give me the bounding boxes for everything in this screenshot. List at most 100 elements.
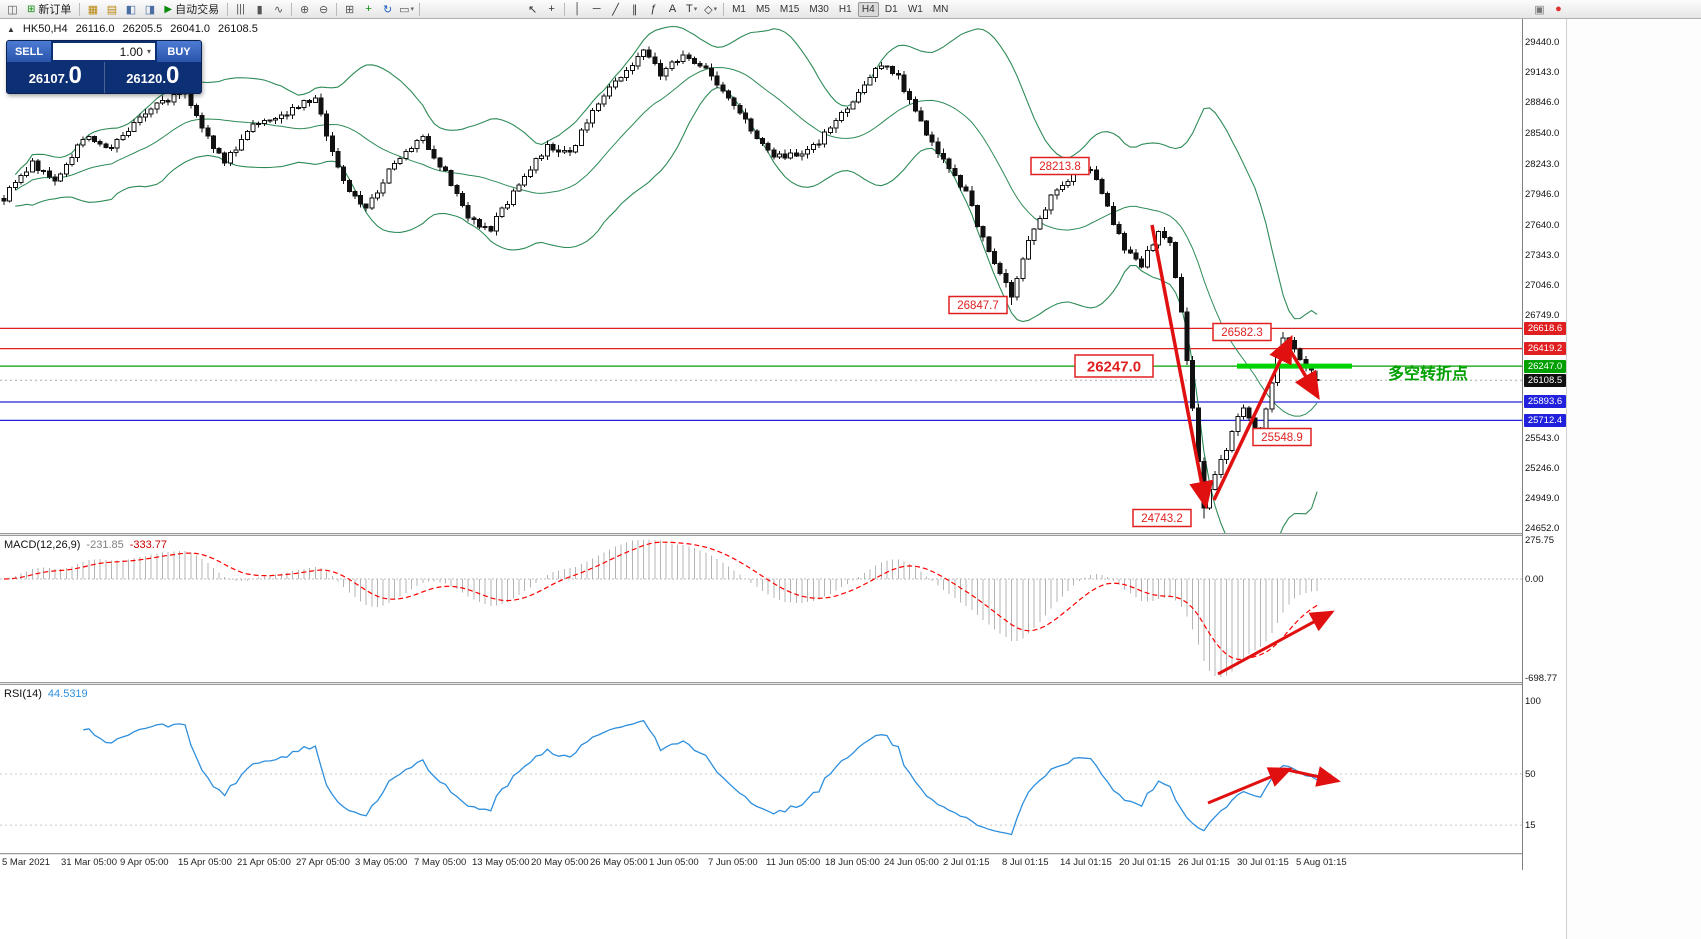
time-axis-label: 24 Jun 05:00 — [884, 857, 939, 868]
crosshair-icon[interactable]: + — [548, 3, 555, 15]
dropdown-caret-icon: ▾ — [693, 6, 698, 13]
time-axis[interactable]: 5 Mar 2021 31 Mar 05:00 9 Apr 05:00 15 Apr … — [0, 855, 1522, 870]
timeframe-h4-button[interactable]: H4 — [857, 1, 879, 17]
refresh-icon[interactable]: ↻ — [382, 3, 393, 16]
time-axis-label: 5 Mar 2021 — [2, 857, 51, 868]
dropdown-caret-icon: ▾ — [713, 6, 718, 13]
sell-button[interactable]: SELL — [7, 41, 51, 62]
price-axis-label: 27640.0 — [1525, 220, 1560, 231]
timeframe-d1-button[interactable]: D1 — [884, 3, 898, 15]
timeframe-w1-button[interactable]: W1 — [907, 3, 923, 15]
time-axis-label: 14 Jul 01:15 — [1060, 857, 1112, 868]
dropdown-caret-icon: ▾ — [410, 6, 415, 13]
toolbar-left-group: ◫ ⊞ 新订单 ▦ ▤ ◧ ◨ ▶ 自动交易 ||| ▮ ∿ ⊕ ⊖ ⊞ + ↻ ▭ ▾ ↖ + │ ─ ╱ ∥ ƒ A T ▾ ◇ ▾ — [3, 1, 727, 17]
symbol-timeframe-label: HK50,H4 — [22, 23, 68, 35]
bar-chart-icon[interactable]: ||| — [236, 3, 245, 15]
main-chart-panel[interactable]: 28213.8 26847.7 26582.3 26247.0 25548.9 24743… — [0, 19, 1522, 533]
rsi-panel[interactable] — [0, 685, 1522, 853]
time-axis-label: 7 Jun 05:00 — [708, 857, 758, 868]
price-annotation[interactable]: 26247.0 — [1074, 354, 1154, 378]
price-annotation[interactable]: 28213.8 — [1030, 156, 1090, 176]
time-axis-label: 15 Apr 05:00 — [178, 857, 232, 868]
price-annotation[interactable]: 26847.7 — [948, 295, 1008, 315]
market-watch-icon[interactable]: ◧ — [125, 3, 137, 16]
zoom-out-icon[interactable]: ⊖ — [318, 3, 329, 16]
new-order-button[interactable]: ⊞ 新订单 — [27, 3, 72, 17]
trend-arrow[interactable] — [1150, 224, 1214, 510]
panel-resize-handle[interactable] — [0, 533, 1566, 536]
text-icon[interactable]: A — [668, 3, 677, 15]
price-axis[interactable]: 29440.0 29143.0 28846.0 28540.0 28243.0 27946… — [1522, 19, 1566, 870]
cursor-icon[interactable]: ↖ — [527, 3, 538, 16]
templates-icon[interactable]: ▭ ▾ — [399, 3, 415, 16]
trend-arrow[interactable] — [1285, 344, 1320, 401]
candlestick-chart-canvas[interactable]: 28213.8 26847.7 26582.3 26247.0 25548.9 24743… — [0, 19, 1522, 533]
rsi-canvas[interactable] — [0, 685, 1522, 853]
timeframe-m5-button[interactable]: M5 — [756, 3, 770, 15]
time-axis-label: 18 Jun 05:00 — [825, 857, 880, 868]
shapes-icon[interactable]: ◇ ▾ — [704, 3, 718, 16]
time-axis-label: 21 Apr 05:00 — [237, 857, 291, 868]
zoom-in-icon[interactable]: ⊕ — [299, 3, 310, 16]
rsi-trend-arrow[interactable] — [1282, 766, 1341, 787]
alert-status-icon[interactable]: ● — [1555, 3, 1562, 15]
svg-text:25548.9: 25548.9 — [1261, 432, 1303, 444]
macd-trend-arrow[interactable] — [1217, 610, 1335, 676]
charts-icon[interactable]: ▦ — [87, 3, 99, 16]
time-axis-label: 11 Jun 05:00 — [766, 857, 821, 868]
chart-header: ▲ HK50,H4 26116.0 26205.5 26041.0 26108.… — [7, 23, 258, 35]
line-price-tag: 26247.0 — [1524, 360, 1566, 373]
docking-icon[interactable]: ▣ — [1534, 3, 1545, 16]
navigator-icon[interactable]: ◨ — [144, 3, 156, 16]
timeframe-h1-button[interactable]: H1 — [838, 3, 852, 15]
trendline-icon[interactable]: ╱ — [612, 3, 619, 16]
pivot-note-text[interactable]: 多空转折点 — [1388, 364, 1468, 383]
vertical-line-icon[interactable]: │ — [574, 3, 582, 15]
toolbar-separator — [723, 2, 725, 16]
svg-text:28213.8: 28213.8 — [1039, 161, 1081, 173]
timeframe-m15-button[interactable]: M15 — [779, 3, 800, 15]
timeframe-m1-button[interactable]: M1 — [732, 3, 746, 15]
time-axis-label: 30 Jul 01:15 — [1237, 857, 1289, 868]
price-axis-label: 27046.0 — [1525, 280, 1560, 291]
ohlc-high: 26205.5 — [122, 23, 163, 35]
price-axis-label: 28540.0 — [1525, 128, 1560, 139]
macd-canvas[interactable] — [0, 536, 1522, 682]
timeframe-m30-button[interactable]: M30 — [809, 3, 829, 15]
price-axis-label: 29440.0 — [1525, 37, 1560, 48]
chart-window-icon[interactable]: ◫ — [7, 3, 18, 16]
toolbar-right-group: ▣ ● — [1530, 1, 1698, 17]
price-annotation[interactable]: 25548.9 — [1252, 427, 1312, 447]
svg-text:26847.7: 26847.7 — [957, 300, 999, 312]
channel-icon[interactable]: ∥ — [631, 3, 638, 16]
macd-axis-label: 0.00 — [1525, 574, 1544, 585]
time-axis-label: 20 Jul 01:15 — [1119, 857, 1171, 868]
quick-trade-collapse-icon[interactable]: ▲ — [7, 24, 15, 34]
trend-arrow[interactable] — [1212, 334, 1293, 501]
rsi-line — [83, 719, 1318, 836]
indicators-icon[interactable]: + — [365, 3, 372, 15]
tile-windows-icon[interactable]: ⊞ — [344, 3, 355, 16]
toolbar-separator — [419, 2, 421, 16]
autotrading-icon: ▶ — [164, 3, 173, 15]
fibonacci-icon[interactable]: ƒ — [650, 3, 657, 15]
candlestick-chart-icon[interactable]: ▮ — [256, 3, 263, 16]
volume-stepper-icon[interactable]: ▾ — [146, 47, 151, 56]
profiles-icon[interactable]: ▤ — [106, 3, 118, 16]
price-annotation[interactable]: 24743.2 — [1132, 508, 1192, 528]
panel-resize-handle[interactable] — [0, 682, 1566, 685]
rsi-axis-label: 15 — [1525, 820, 1536, 831]
label-icon[interactable]: T ▾ — [685, 3, 698, 15]
timeframe-mn-button[interactable]: MN — [932, 3, 949, 15]
bollinger-lower-band — [15, 87, 1318, 533]
autotrading-button[interactable]: ▶ 自动交易 — [164, 3, 220, 17]
buy-button[interactable]: BUY — [157, 41, 201, 62]
volume-field[interactable]: 1.00 ▾ — [53, 43, 155, 60]
line-chart-icon[interactable]: ∿ — [273, 3, 284, 16]
macd-panel[interactable] — [0, 536, 1522, 682]
rsi-trend-arrow[interactable] — [1207, 767, 1293, 805]
time-axis-label: 13 May 05:00 — [472, 857, 530, 868]
price-annotation[interactable]: 26582.3 — [1212, 322, 1272, 342]
horizontal-line-icon[interactable]: ─ — [592, 3, 601, 15]
price-axis-label: 24949.0 — [1525, 493, 1560, 504]
